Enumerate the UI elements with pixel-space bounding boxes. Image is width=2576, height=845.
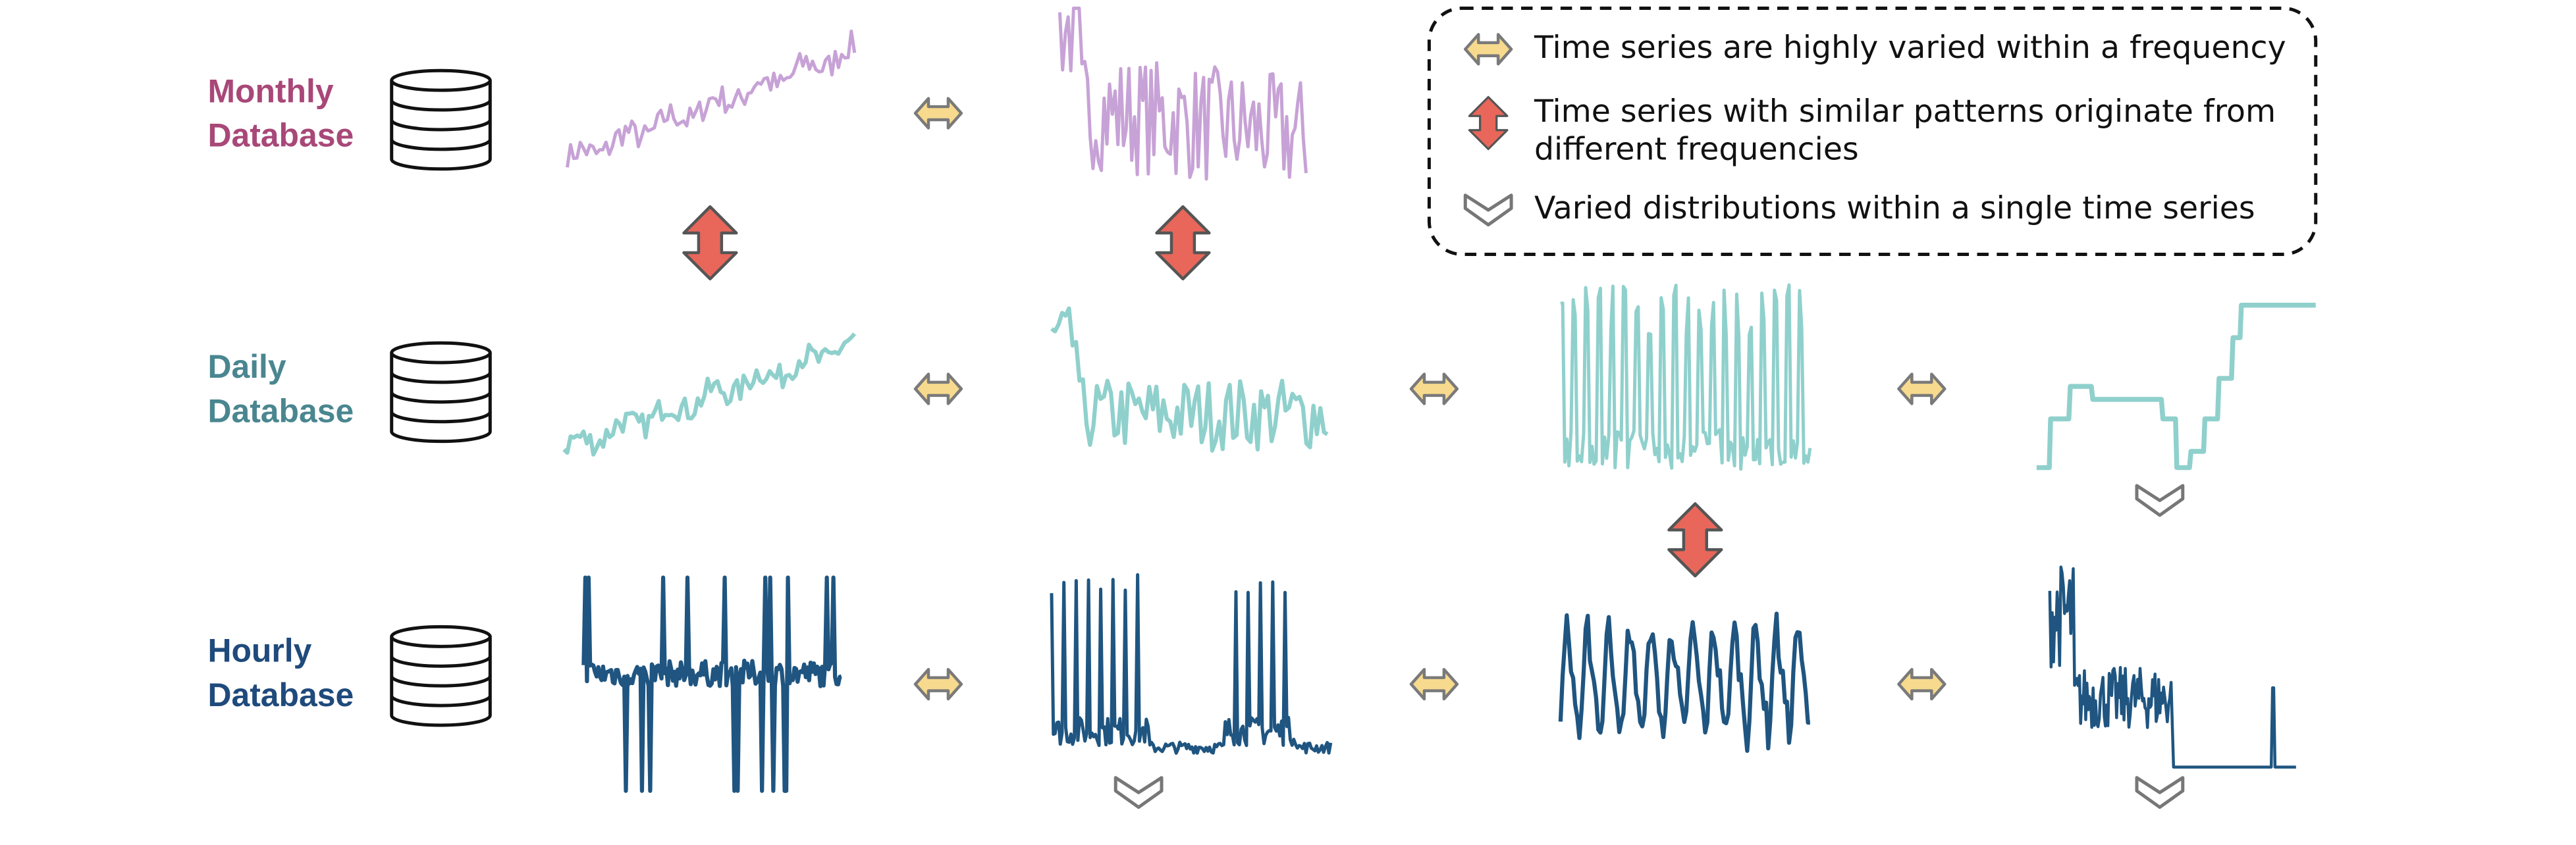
row-label: Hourly — [207, 632, 311, 669]
sparkline — [1050, 573, 1333, 755]
legend-icon — [1468, 95, 1509, 151]
vertical-arrow — [1669, 503, 1721, 576]
row-label: Daily — [207, 348, 286, 385]
legend-text: Varied distributions within a single tim… — [1534, 190, 2255, 226]
vertical-arrow — [1157, 207, 1210, 279]
legend-icon — [1465, 34, 1511, 64]
sparkline — [1058, 6, 1308, 181]
database-icon — [392, 70, 491, 169]
database-icon — [392, 343, 491, 442]
horizontal-arrow — [1898, 669, 1945, 699]
sparkline — [2048, 565, 2297, 769]
horizontal-arrow — [915, 669, 961, 699]
horizontal-arrow — [1898, 374, 1945, 403]
sparkline — [2035, 302, 2317, 471]
sparkline — [1558, 611, 1810, 754]
legend-text: Time series with similar patterns origin… — [1534, 93, 2276, 130]
sparkline — [581, 575, 842, 793]
distribution-icon — [2137, 778, 2183, 807]
legend-text: Time series are highly varied within a f… — [1534, 30, 2286, 66]
sparkline — [1050, 306, 1329, 453]
horizontal-arrow — [915, 99, 961, 128]
row-label: Database — [207, 392, 354, 429]
sparklines — [562, 6, 2317, 793]
legend-text: different frequencies — [1534, 131, 1859, 167]
distribution-icon — [1115, 778, 1162, 807]
distribution-icon — [2137, 486, 2183, 515]
sparkline — [562, 332, 857, 457]
row-label: Database — [207, 677, 354, 713]
sparkline — [566, 29, 857, 168]
horizontal-arrow — [1411, 374, 1457, 403]
sparkline — [1560, 283, 1812, 471]
database-icon — [392, 627, 491, 725]
horizontal-arrow — [915, 374, 961, 403]
legend-icon — [1465, 195, 1511, 225]
horizontal-arrow — [1411, 669, 1457, 699]
row-label: Database — [207, 117, 354, 154]
vertical-arrow — [684, 207, 737, 279]
row-label: Monthly — [207, 72, 333, 109]
